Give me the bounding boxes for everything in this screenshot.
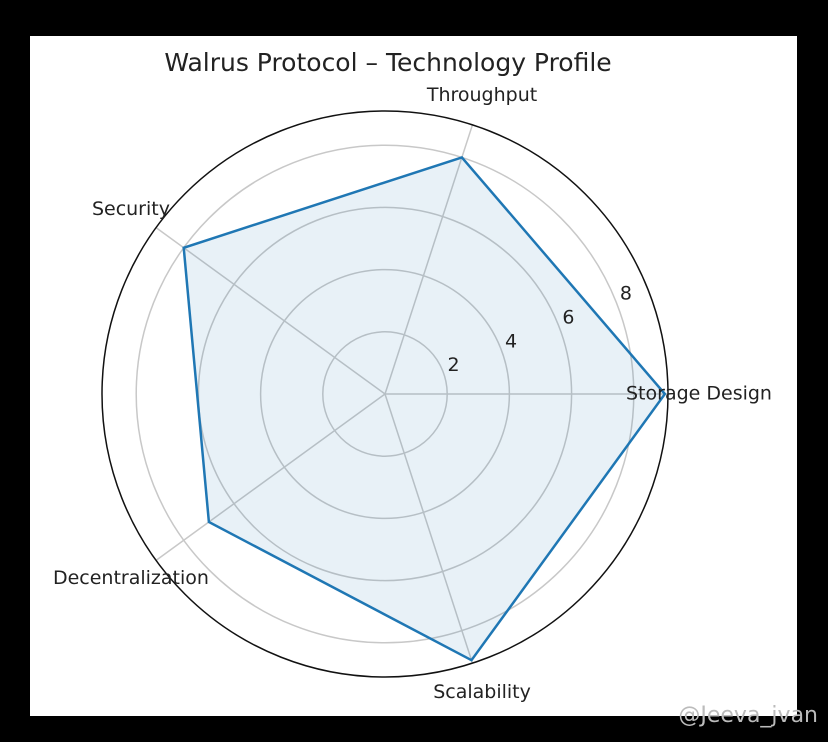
category-label: Scalability bbox=[433, 681, 531, 703]
spoke bbox=[384, 393, 474, 664]
watermark: @Jeeva_jvan bbox=[678, 703, 818, 728]
category-label: Throughput bbox=[426, 84, 537, 106]
category-label: Decentralization bbox=[53, 567, 209, 589]
chart-title: Walrus Protocol – Technology Profile bbox=[164, 48, 611, 77]
radar-area bbox=[182, 155, 667, 662]
spoke bbox=[155, 227, 386, 395]
spoke bbox=[384, 124, 474, 395]
figure bbox=[30, 36, 797, 716]
outer-frame bbox=[101, 110, 669, 678]
r-tick-label: 4 bbox=[505, 330, 517, 352]
r-tick-label: 8 bbox=[620, 283, 632, 305]
r-tick-label: 2 bbox=[448, 354, 460, 376]
category-label: Security bbox=[92, 198, 170, 220]
r-tick-label: 6 bbox=[562, 307, 574, 329]
category-label: Storage Design bbox=[626, 383, 772, 405]
spoke bbox=[155, 393, 386, 561]
